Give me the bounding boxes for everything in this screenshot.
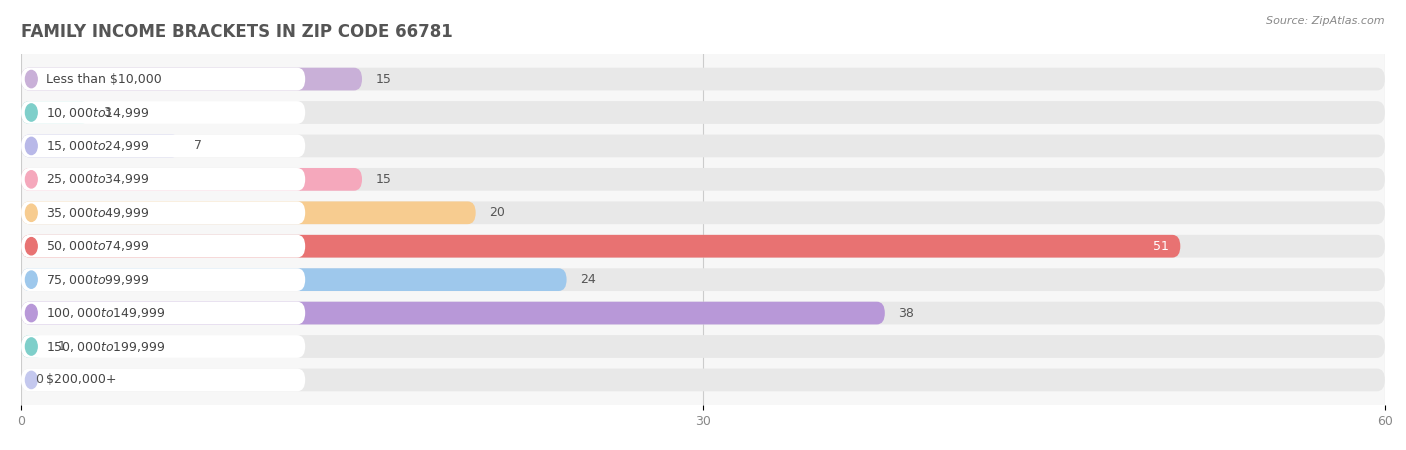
Circle shape	[25, 338, 37, 355]
Text: $50,000 to $74,999: $50,000 to $74,999	[46, 239, 149, 253]
Text: FAMILY INCOME BRACKETS IN ZIP CODE 66781: FAMILY INCOME BRACKETS IN ZIP CODE 66781	[21, 23, 453, 41]
FancyBboxPatch shape	[21, 268, 1385, 291]
Text: 7: 7	[194, 140, 202, 153]
Text: $10,000 to $14,999: $10,000 to $14,999	[46, 105, 149, 120]
FancyBboxPatch shape	[21, 68, 305, 90]
FancyBboxPatch shape	[21, 235, 305, 257]
Circle shape	[25, 71, 37, 88]
FancyBboxPatch shape	[21, 268, 305, 291]
Circle shape	[25, 238, 37, 255]
FancyBboxPatch shape	[21, 202, 305, 224]
FancyBboxPatch shape	[21, 302, 305, 324]
FancyBboxPatch shape	[21, 101, 1385, 124]
FancyBboxPatch shape	[21, 335, 1385, 358]
Circle shape	[25, 104, 37, 121]
Circle shape	[25, 271, 37, 288]
FancyBboxPatch shape	[21, 68, 1385, 90]
Text: $200,000+: $200,000+	[46, 374, 117, 387]
FancyBboxPatch shape	[21, 268, 567, 291]
Circle shape	[25, 137, 37, 154]
Text: $35,000 to $49,999: $35,000 to $49,999	[46, 206, 149, 220]
Text: 51: 51	[1153, 240, 1168, 253]
Text: 3: 3	[103, 106, 111, 119]
FancyBboxPatch shape	[21, 168, 305, 191]
Text: Source: ZipAtlas.com: Source: ZipAtlas.com	[1267, 16, 1385, 26]
Text: 24: 24	[581, 273, 596, 286]
FancyBboxPatch shape	[21, 135, 305, 157]
FancyBboxPatch shape	[21, 168, 1385, 191]
FancyBboxPatch shape	[21, 369, 1385, 392]
Text: 15: 15	[375, 72, 391, 86]
FancyBboxPatch shape	[21, 68, 363, 90]
FancyBboxPatch shape	[21, 302, 884, 324]
Text: 20: 20	[489, 206, 505, 219]
Text: $150,000 to $199,999: $150,000 to $199,999	[46, 339, 166, 354]
FancyBboxPatch shape	[21, 135, 1385, 157]
Circle shape	[25, 204, 37, 221]
Text: Less than $10,000: Less than $10,000	[46, 72, 162, 86]
FancyBboxPatch shape	[21, 101, 90, 124]
Text: 1: 1	[58, 340, 65, 353]
Circle shape	[25, 305, 37, 322]
Text: $25,000 to $34,999: $25,000 to $34,999	[46, 172, 149, 186]
Text: $100,000 to $149,999: $100,000 to $149,999	[46, 306, 166, 320]
Text: 0: 0	[35, 374, 42, 387]
FancyBboxPatch shape	[21, 335, 44, 358]
FancyBboxPatch shape	[21, 135, 180, 157]
FancyBboxPatch shape	[21, 302, 1385, 324]
FancyBboxPatch shape	[21, 202, 475, 224]
Text: 15: 15	[375, 173, 391, 186]
FancyBboxPatch shape	[21, 101, 305, 124]
FancyBboxPatch shape	[21, 202, 1385, 224]
FancyBboxPatch shape	[21, 235, 1385, 257]
Text: $15,000 to $24,999: $15,000 to $24,999	[46, 139, 149, 153]
FancyBboxPatch shape	[21, 235, 1181, 257]
Circle shape	[25, 371, 37, 388]
FancyBboxPatch shape	[21, 168, 363, 191]
Circle shape	[25, 171, 37, 188]
Text: 38: 38	[898, 306, 914, 320]
FancyBboxPatch shape	[21, 335, 305, 358]
FancyBboxPatch shape	[21, 369, 305, 392]
Text: $75,000 to $99,999: $75,000 to $99,999	[46, 273, 149, 287]
